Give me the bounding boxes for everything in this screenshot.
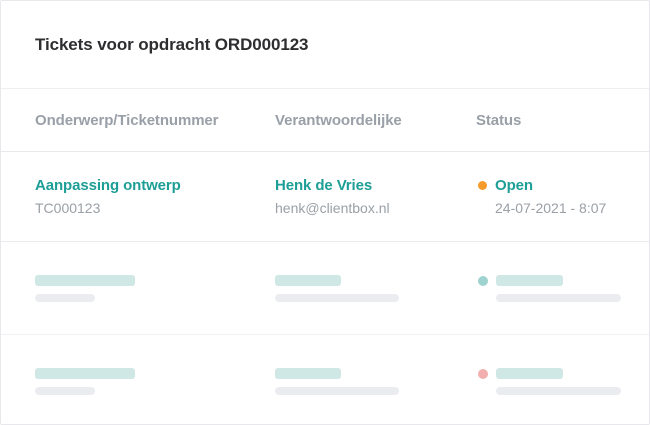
responsible-name: Henk de Vries bbox=[275, 177, 373, 194]
status-cell-skeleton bbox=[476, 368, 621, 424]
status-dot bbox=[478, 181, 487, 190]
subject-cell-skeleton bbox=[35, 368, 275, 424]
page-title: Tickets voor opdracht ORD000123 bbox=[35, 34, 309, 54]
ticket-subject-link[interactable]: Aanpassing ontwerp bbox=[35, 177, 181, 194]
status-cell: Open 24-07-2021 - 8:07 bbox=[476, 178, 619, 241]
skeleton-email-bar bbox=[275, 387, 399, 395]
responsible-cell-skeleton bbox=[275, 275, 476, 334]
subject-cell-skeleton bbox=[35, 275, 275, 334]
responsible-email: henk@clientbox.nl bbox=[275, 200, 390, 216]
column-header-subject-ticketnumber: Onderwerp/Ticketnummer bbox=[35, 111, 219, 129]
skeleton-subject-bar bbox=[35, 275, 135, 286]
skeleton-name-bar bbox=[275, 368, 341, 379]
skeleton-subject-bar bbox=[35, 368, 135, 379]
status-timestamp: 24-07-2021 - 8:07 bbox=[495, 200, 607, 216]
subject-cell: Aanpassing ontwerp TC000123 bbox=[35, 178, 275, 241]
table-header-row: Onderwerp/Ticketnummer Verantwoordelijke… bbox=[1, 89, 649, 152]
card-header: Tickets voor opdracht ORD000123 bbox=[1, 1, 649, 89]
skeleton-ticketnumber-bar bbox=[35, 387, 95, 395]
column-header-responsible: Verantwoordelijke bbox=[275, 111, 402, 129]
ticket-row-skeleton bbox=[1, 242, 649, 335]
skeleton-email-bar bbox=[275, 294, 399, 302]
skeleton-timestamp-bar bbox=[496, 387, 621, 395]
ticket-number: TC000123 bbox=[35, 200, 101, 216]
responsible-cell-skeleton bbox=[275, 368, 476, 424]
status-dot bbox=[478, 275, 488, 286]
ticket-row-skeleton bbox=[1, 335, 649, 424]
skeleton-ticketnumber-bar bbox=[35, 294, 95, 302]
skeleton-timestamp-bar bbox=[496, 294, 621, 302]
skeleton-status-bar bbox=[496, 275, 563, 286]
column-header-status: Status bbox=[476, 111, 522, 129]
responsible-cell: Henk de Vries henk@clientbox.nl bbox=[275, 178, 476, 241]
skeleton-status-bar bbox=[496, 368, 563, 379]
ticket-row[interactable]: Aanpassing ontwerp TC000123 Henk de Vrie… bbox=[1, 152, 649, 242]
status-cell-skeleton bbox=[476, 275, 621, 334]
status-dot bbox=[478, 368, 488, 379]
skeleton-name-bar bbox=[275, 275, 341, 286]
status-label: Open bbox=[495, 177, 533, 194]
